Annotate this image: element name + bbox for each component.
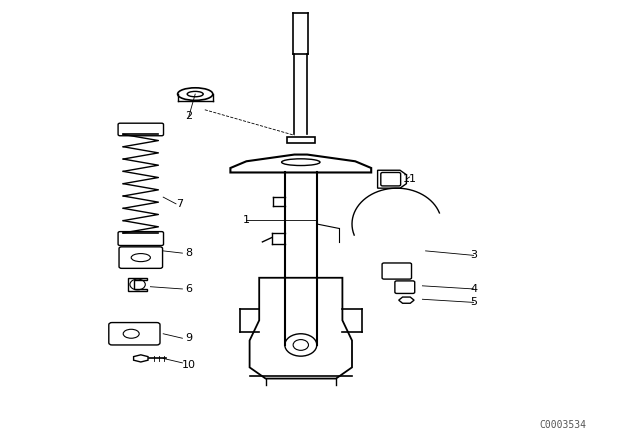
Text: 4: 4	[470, 284, 477, 294]
Text: 10: 10	[182, 360, 196, 370]
Text: 6: 6	[186, 284, 192, 294]
Text: 7: 7	[175, 199, 183, 209]
Text: 11: 11	[403, 174, 417, 184]
Text: 3: 3	[470, 250, 477, 260]
Text: 5: 5	[470, 297, 477, 307]
Text: 8: 8	[185, 248, 193, 258]
Text: 9: 9	[185, 333, 193, 343]
Text: 1: 1	[243, 215, 250, 224]
Text: C0003534: C0003534	[540, 420, 587, 430]
Text: 2: 2	[185, 112, 193, 121]
